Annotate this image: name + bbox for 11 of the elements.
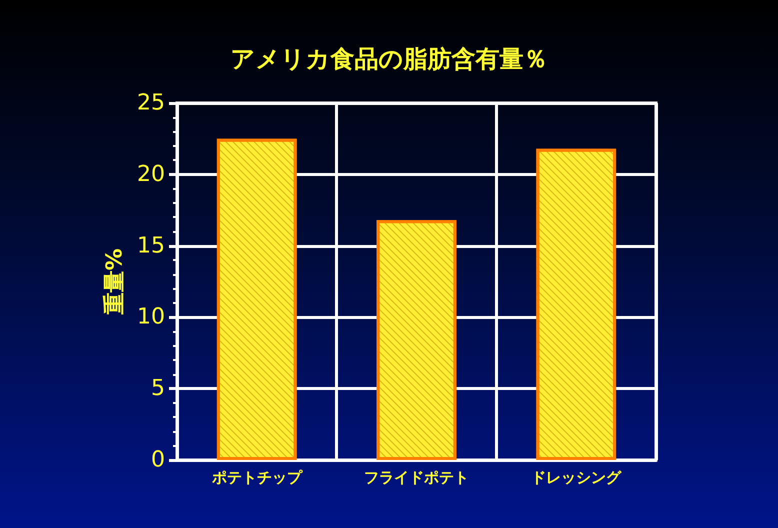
y-tick-label: 25	[137, 90, 165, 116]
y-tick-label: 15	[137, 233, 165, 258]
x-tick-label: ドレッシング	[531, 468, 622, 486]
y-axis-title: 重量%	[102, 248, 128, 316]
x-tick-label: ポテトチップ	[210, 468, 303, 486]
y-tick-label: 0	[151, 448, 165, 472]
y-tick-label: 20	[137, 162, 165, 187]
y-tick-label: 10	[137, 304, 165, 330]
y-tick-label: 5	[151, 376, 165, 402]
chart-title: アメリカ食品の脂肪含有量％	[230, 45, 548, 73]
x-tick-label: フライドポテト	[364, 468, 469, 486]
